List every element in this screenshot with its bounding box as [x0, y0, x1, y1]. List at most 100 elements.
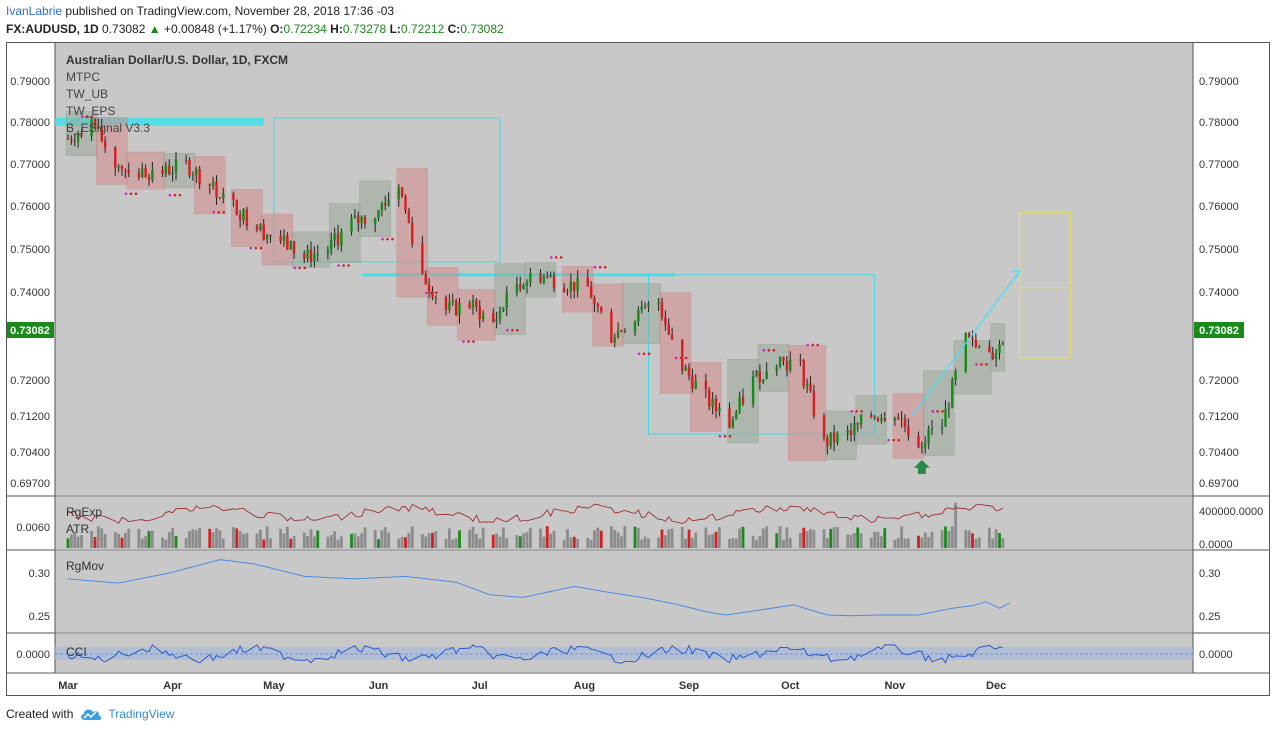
cci-band	[55, 647, 1193, 660]
signal-dot	[425, 291, 428, 295]
candle-body	[424, 273, 427, 285]
candle-body	[350, 218, 353, 232]
price-tick-right: 0.75000	[1199, 244, 1239, 256]
projection-line	[911, 270, 1021, 417]
signal-dot	[887, 438, 891, 442]
candle-body	[66, 138, 70, 140]
author-link[interactable]: IvanLabrie	[6, 4, 63, 18]
chart-area[interactable]: 0.79000 0.79000 0.78000 0.78000 0.77000 0.770…	[6, 42, 1270, 696]
atr-bar	[917, 535, 920, 548]
candle-body	[363, 216, 367, 224]
atr-bar	[542, 536, 546, 548]
candle-body	[471, 300, 475, 308]
candle-body	[120, 166, 124, 170]
candle-body	[681, 339, 684, 371]
atr-bar	[123, 532, 127, 548]
atr-bar	[269, 538, 272, 548]
candle-body	[313, 253, 316, 262]
atr-bar	[326, 536, 330, 548]
signal-dot	[762, 348, 766, 352]
low-value: 0.72212	[400, 22, 445, 36]
candle-body	[515, 284, 519, 293]
cci-right-tick: 0.0000	[1199, 649, 1233, 661]
signal-dot	[462, 340, 465, 343]
atr-bar	[660, 529, 664, 548]
candle-body	[664, 317, 667, 325]
price-tick-left: 0.78000	[10, 117, 50, 129]
cci-label: CCI	[66, 645, 87, 659]
candle-body	[384, 203, 387, 206]
candle-body	[498, 311, 502, 320]
signal-dot	[391, 237, 394, 241]
candle-body	[782, 357, 785, 361]
signal-dot	[467, 340, 470, 343]
candle-body	[569, 281, 573, 292]
atr-bar	[680, 527, 684, 548]
atr-bar	[751, 535, 755, 548]
signal-dot	[134, 192, 138, 196]
signal-dot	[598, 265, 602, 269]
candle-body	[242, 209, 245, 221]
candle-body	[805, 383, 809, 387]
signal-dot	[637, 352, 641, 356]
chart-svg[interactable]: 0.79000 0.79000 0.78000 0.78000 0.77000 0.770…	[6, 42, 1270, 696]
atr-bar	[947, 530, 951, 548]
atr-bar	[474, 533, 478, 548]
projection-arrowhead	[1010, 269, 1021, 279]
candle-body	[897, 417, 900, 420]
atr-bar	[93, 536, 97, 548]
candle-body	[924, 443, 927, 448]
rgexp-label: RgExp	[66, 505, 102, 519]
signal-dot	[293, 266, 297, 270]
signal-dot	[816, 343, 820, 347]
candle-body	[822, 416, 826, 438]
signal-dot	[718, 434, 722, 438]
candle-body	[610, 311, 613, 343]
atr-bar	[623, 526, 627, 548]
atr-bar	[741, 526, 745, 548]
signal-dot	[178, 193, 182, 197]
rgmov-line	[67, 559, 1010, 617]
candle-body	[951, 379, 954, 408]
candle-body	[421, 243, 424, 274]
price-tick-left: 0.76000	[10, 201, 50, 213]
candle-body	[978, 346, 981, 348]
main-pane	[55, 43, 1193, 495]
signal-dot	[222, 211, 226, 214]
atr-bar	[73, 531, 77, 548]
price-tick-right: 0.79000	[1199, 76, 1239, 88]
price-tick-left: 0.77000	[10, 159, 50, 171]
candle-body	[566, 291, 569, 293]
tradingview-link[interactable]: TradingView	[79, 707, 174, 721]
atr-bar	[444, 538, 448, 548]
candle-body	[481, 313, 485, 320]
atr-bar	[994, 529, 998, 548]
price-tick-left: 0.71200	[10, 411, 50, 423]
atr-bar	[356, 536, 360, 548]
candle-body	[616, 330, 620, 338]
signal-dot	[212, 211, 216, 214]
signal-dot	[684, 356, 688, 360]
atr-bar	[812, 529, 816, 548]
rgexp-line	[67, 503, 1004, 524]
atr-bar	[967, 530, 971, 548]
candle-body	[117, 166, 120, 168]
candle-body	[235, 199, 238, 215]
candle-body	[411, 223, 414, 244]
time-tick-label: Sep	[679, 680, 699, 692]
candle-body	[100, 126, 103, 141]
cci-left-tick: 0.0000	[16, 649, 50, 661]
atr-bar	[711, 534, 715, 548]
candle-body	[964, 333, 967, 372]
candle-body	[954, 371, 957, 380]
atr-bar	[404, 537, 407, 548]
atr-bar	[410, 526, 414, 548]
candle-body	[336, 233, 340, 246]
atr-bar	[468, 529, 472, 548]
price-tick-right: 0.77000	[1199, 159, 1239, 171]
candle-body	[495, 319, 498, 322]
candle-body	[893, 417, 897, 421]
atr-bar	[140, 538, 144, 548]
price-tick-left: 0.69700	[10, 478, 50, 490]
atr-bar	[454, 538, 458, 548]
